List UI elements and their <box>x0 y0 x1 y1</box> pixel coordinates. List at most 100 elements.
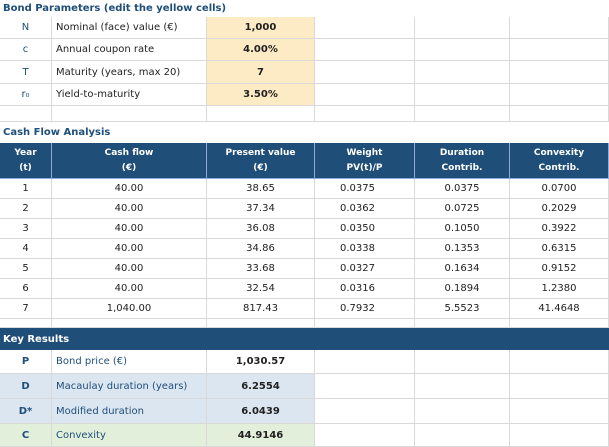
header-text: (t) <box>19 162 32 173</box>
table-cell: 0.1353 <box>415 239 510 259</box>
empty-cell <box>315 424 415 447</box>
table-cell: 40.00 <box>52 279 207 299</box>
param-symbol: N <box>0 17 52 39</box>
table-header: Duration Contrib. <box>415 143 510 179</box>
empty-cell <box>415 399 510 424</box>
table-cell: 0.9152 <box>510 259 609 279</box>
table-header: Year (t) <box>0 143 52 179</box>
header-text: PV(t)/P <box>346 162 383 173</box>
param-value: 4.00% <box>207 39 315 61</box>
empty-cell <box>0 106 52 122</box>
empty-cell <box>510 399 609 424</box>
table-cell: 0.0350 <box>315 219 415 239</box>
param-value: 3.50% <box>207 84 315 106</box>
table-cell: 2 <box>0 199 52 219</box>
table-cell: 7 <box>0 299 52 319</box>
table-cell: 40.00 <box>52 239 207 259</box>
empty-cell <box>415 106 510 122</box>
result-symbol: D* <box>0 399 52 424</box>
table-cell: 3 <box>0 219 52 239</box>
param-symbol: r₀ <box>0 84 52 106</box>
hidden-row <box>207 319 315 328</box>
table-cell: 40.00 <box>52 219 207 239</box>
empty-cell <box>52 106 207 122</box>
table-cell: 1.2380 <box>510 279 609 299</box>
result-symbol: P <box>0 350 52 374</box>
table-cell: 0.1634 <box>415 259 510 279</box>
result-label: Convexity <box>52 424 207 447</box>
empty-cell <box>415 61 510 84</box>
param-value: 1,000 <box>207 17 315 39</box>
empty-cell <box>207 106 315 122</box>
empty-cell <box>415 424 510 447</box>
table-cell: 0.1050 <box>415 219 510 239</box>
table-cell: 4 <box>0 239 52 259</box>
table-cell: 0.0375 <box>415 179 510 199</box>
header-text: Present value <box>225 147 296 158</box>
result-label: Macaulay duration (years) <box>52 374 207 399</box>
empty-cell <box>315 374 415 399</box>
table-cell: 34.86 <box>207 239 315 259</box>
hidden-row <box>0 319 52 328</box>
result-label: Bond price (€) <box>52 350 207 374</box>
table-cell: 6 <box>0 279 52 299</box>
empty-cell <box>510 84 609 106</box>
empty-cell <box>415 17 510 39</box>
param-label: Yield-to-maturity <box>52 84 207 106</box>
param-symbol: c <box>0 39 52 61</box>
empty-cell <box>510 424 609 447</box>
result-label: Modified duration <box>52 399 207 424</box>
table-cell: 0.2029 <box>510 199 609 219</box>
empty-cell <box>510 17 609 39</box>
result-symbol: C <box>0 424 52 447</box>
hidden-row <box>510 319 609 328</box>
table-cell: 32.54 <box>207 279 315 299</box>
table-cell: 0.6315 <box>510 239 609 259</box>
empty-cell <box>315 17 415 39</box>
header-text: Year <box>14 147 37 158</box>
empty-cell <box>510 39 609 61</box>
table-cell: 0.1894 <box>415 279 510 299</box>
table-header: Cash flow (€) <box>52 143 207 179</box>
result-value: 6.0439 <box>207 399 315 424</box>
param-label: Maturity (years, max 20) <box>52 61 207 84</box>
table-header: Present value (€) <box>207 143 315 179</box>
param-label: Nominal (face) value (€) <box>52 17 207 39</box>
section-title: Key Results <box>3 333 70 345</box>
header-text: Weight <box>346 147 383 158</box>
empty-cell <box>510 374 609 399</box>
header-text: Cash flow <box>104 147 154 158</box>
header-text: Duration <box>439 147 485 158</box>
table-cell: 5.5523 <box>415 299 510 319</box>
table-cell: 817.43 <box>207 299 315 319</box>
table-cell: 37.34 <box>207 199 315 219</box>
empty-cell <box>415 374 510 399</box>
hidden-row <box>52 319 207 328</box>
empty-cell <box>510 61 609 84</box>
table-cell: 0.0700 <box>510 179 609 199</box>
table-cell: 40.00 <box>52 199 207 219</box>
empty-cell <box>315 39 415 61</box>
result-symbol: D <box>0 374 52 399</box>
table-header: Weight PV(t)/P <box>315 143 415 179</box>
table-cell: 40.00 <box>52 259 207 279</box>
param-symbol: T <box>0 61 52 84</box>
table-header: Convexity Contrib. <box>510 143 609 179</box>
result-value: 1,030.57 <box>207 350 315 374</box>
empty-cell <box>510 350 609 374</box>
table-cell: 0.0327 <box>315 259 415 279</box>
table-cell: 40.00 <box>52 179 207 199</box>
table-cell: 0.0725 <box>415 199 510 219</box>
header-text: (€) <box>253 162 268 173</box>
table-cell: 0.0362 <box>315 199 415 219</box>
table-cell: 38.65 <box>207 179 315 199</box>
table-cell: 33.68 <box>207 259 315 279</box>
param-label: Annual coupon rate <box>52 39 207 61</box>
empty-cell <box>315 84 415 106</box>
header-text: Convexity <box>533 147 585 158</box>
section-title: Bond Parameters (edit the yellow cells) <box>3 2 227 14</box>
table-cell: 0.0316 <box>315 279 415 299</box>
empty-cell <box>315 61 415 84</box>
table-cell: 1,040.00 <box>52 299 207 319</box>
